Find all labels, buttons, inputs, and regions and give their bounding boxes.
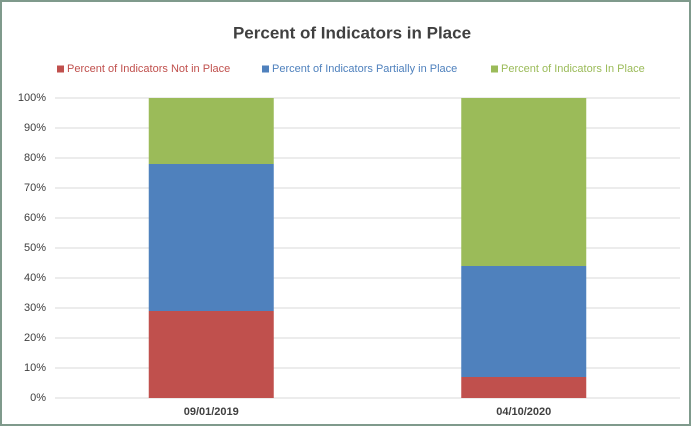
y-tick-label: 70%	[24, 182, 46, 194]
y-tick-label: 60%	[24, 212, 46, 224]
bar-segment	[461, 98, 587, 266]
y-tick-label: 0%	[30, 392, 46, 404]
bar-segment	[148, 311, 274, 398]
y-tick-label: 100%	[18, 92, 46, 104]
bar-segment	[461, 377, 587, 398]
y-tick-label: 90%	[24, 122, 46, 134]
legend-swatch	[262, 65, 269, 73]
y-tick-label: 50%	[24, 242, 46, 254]
bar-segment	[148, 164, 274, 311]
x-tick-label: 04/10/2020	[496, 406, 551, 418]
chart-title: Percent of Indicators in Place	[233, 23, 471, 42]
legend-swatch	[57, 65, 64, 73]
legend-swatch	[491, 65, 498, 73]
y-tick-label: 20%	[24, 332, 46, 344]
bar-segment	[148, 98, 274, 164]
legend-label: Percent of Indicators Not in Place	[67, 63, 230, 75]
legend-label: Percent of Indicators Partially in Place	[272, 63, 457, 75]
bar-segment	[461, 266, 587, 377]
y-tick-label: 80%	[24, 152, 46, 164]
y-tick-label: 40%	[24, 272, 46, 284]
x-tick-label: 09/01/2019	[184, 406, 239, 418]
y-tick-label: 10%	[24, 362, 46, 374]
y-tick-label: 30%	[24, 302, 46, 314]
legend-label: Percent of Indicators In Place	[501, 63, 645, 75]
